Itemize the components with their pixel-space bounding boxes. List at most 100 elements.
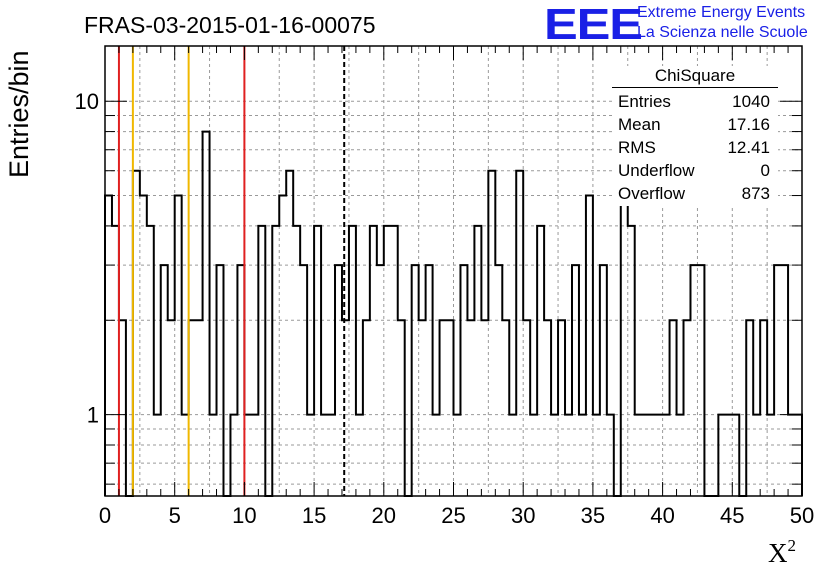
histogram-bin (760, 320, 767, 496)
x-tick-label: 5 (169, 503, 181, 528)
stats-box: ChiSquare Entries 1040 Mean 17.16 RMS 12.41 Un… (612, 66, 778, 205)
x-tick-label: 50 (790, 503, 814, 528)
histogram-bin (502, 320, 509, 496)
x-tick-label: 10 (232, 503, 256, 528)
histogram-bin (460, 265, 467, 496)
logo-caption-1: Extreme Energy Events (637, 4, 806, 21)
histogram-bin (258, 226, 265, 496)
histogram-bin (495, 265, 502, 496)
y-tick-label: 10 (75, 89, 99, 114)
stats-row-rms: RMS 12.41 (612, 136, 778, 159)
stats-row-overflow: Overflow 873 (612, 182, 778, 205)
histogram-bin (363, 320, 370, 496)
histogram-bin (447, 320, 454, 496)
histogram-bin (203, 132, 210, 496)
y-axis-label: Entries/bin (4, 50, 34, 178)
x-tick-label: 45 (720, 503, 744, 528)
histogram-bin (133, 171, 140, 496)
histogram-bin (412, 265, 419, 496)
histogram-bin (426, 265, 433, 496)
stats-row-entries: Entries 1040 (612, 90, 778, 113)
stats-box-background (612, 66, 778, 206)
histogram-bin (621, 196, 628, 496)
histogram-bin (537, 226, 544, 496)
histogram-bin (140, 196, 147, 496)
histogram-bin (523, 320, 530, 496)
stats-box-title: ChiSquare (612, 66, 778, 88)
histogram-bin (586, 196, 593, 496)
histogram-bin (377, 265, 384, 496)
histogram-bin (370, 226, 377, 496)
histogram-bin (474, 226, 481, 496)
stats-value: 0 (760, 161, 770, 180)
histogram-bin (419, 320, 426, 496)
histogram-outline (104, 130, 803, 497)
y-tick-label: 1 (87, 403, 99, 428)
histogram-bin (384, 226, 391, 496)
stats-label: Overflow (618, 184, 686, 203)
x-axis-label: X2 (768, 536, 796, 569)
histogram-bin (398, 320, 405, 496)
x-tick-label: 20 (372, 503, 396, 528)
x-tick-label: 0 (99, 503, 111, 528)
stats-row-underflow: Underflow 0 (612, 159, 778, 182)
histogram-bin (196, 320, 203, 496)
histogram-bin (147, 226, 154, 496)
stats-label: RMS (618, 138, 656, 157)
histogram-bin (572, 265, 579, 496)
histogram-bin (746, 320, 753, 496)
histogram-bin (488, 171, 495, 496)
histogram-bin (481, 320, 488, 496)
stats-value: 873 (741, 184, 770, 203)
x-tick-label: 35 (581, 503, 605, 528)
histogram-bin (217, 265, 224, 496)
histogram-bin (670, 320, 677, 496)
stats-label: Entries (618, 92, 671, 111)
histogram-bin (161, 265, 168, 496)
histogram-bin (774, 265, 781, 496)
x-tick-label: 25 (441, 503, 465, 528)
histogram-bin (342, 320, 349, 496)
histogram-bin (684, 320, 691, 496)
stats-label: Mean (618, 115, 661, 134)
stats-rows: Entries 1040 Mean 17.16 RMS 12.41 Underflow 0 Ov… (612, 90, 778, 205)
histogram-bin (781, 265, 788, 496)
histogram-bin (349, 226, 356, 496)
histogram-bin (544, 320, 551, 496)
stats-label: Underflow (618, 161, 695, 180)
histogram-bin (105, 196, 112, 496)
histogram-bin (189, 320, 196, 496)
histogram-bin (690, 265, 697, 496)
histogram-bin (168, 320, 175, 496)
histogram-bin (300, 265, 307, 496)
histogram-bin (112, 226, 119, 496)
histogram-bin (516, 171, 523, 496)
histogram-bin (600, 265, 607, 496)
x-tick-label: 30 (511, 503, 535, 528)
stats-value: 17.16 (727, 115, 770, 134)
stats-value: 12.41 (727, 138, 770, 157)
histogram-bin (314, 226, 321, 496)
stats-row-mean: Mean 17.16 (612, 113, 778, 136)
chart-title: FRAS-03-2015-01-16-00075 (84, 12, 376, 38)
histogram-bin (697, 265, 704, 496)
histogram-bin (237, 265, 244, 496)
histogram-bin (628, 226, 635, 496)
histogram-bin (335, 265, 342, 496)
histogram-bin (286, 171, 293, 496)
histogram-bin (279, 196, 286, 496)
histogram-bin (272, 226, 279, 496)
x-axis-label-text: X (768, 538, 788, 568)
histogram-bin (175, 196, 182, 496)
histogram-bin (293, 226, 300, 496)
eee-logo: EEE (544, 0, 643, 49)
histogram-bin (119, 320, 126, 496)
histogram-bin (391, 226, 398, 496)
x-tick-label: 15 (302, 503, 326, 528)
x-tick-label: 40 (650, 503, 674, 528)
histogram-bin (558, 320, 565, 496)
histogram-bin (467, 320, 474, 496)
logo-caption-2: La Scienza nelle Scuole (637, 24, 808, 41)
stats-value: 1040 (732, 92, 770, 111)
